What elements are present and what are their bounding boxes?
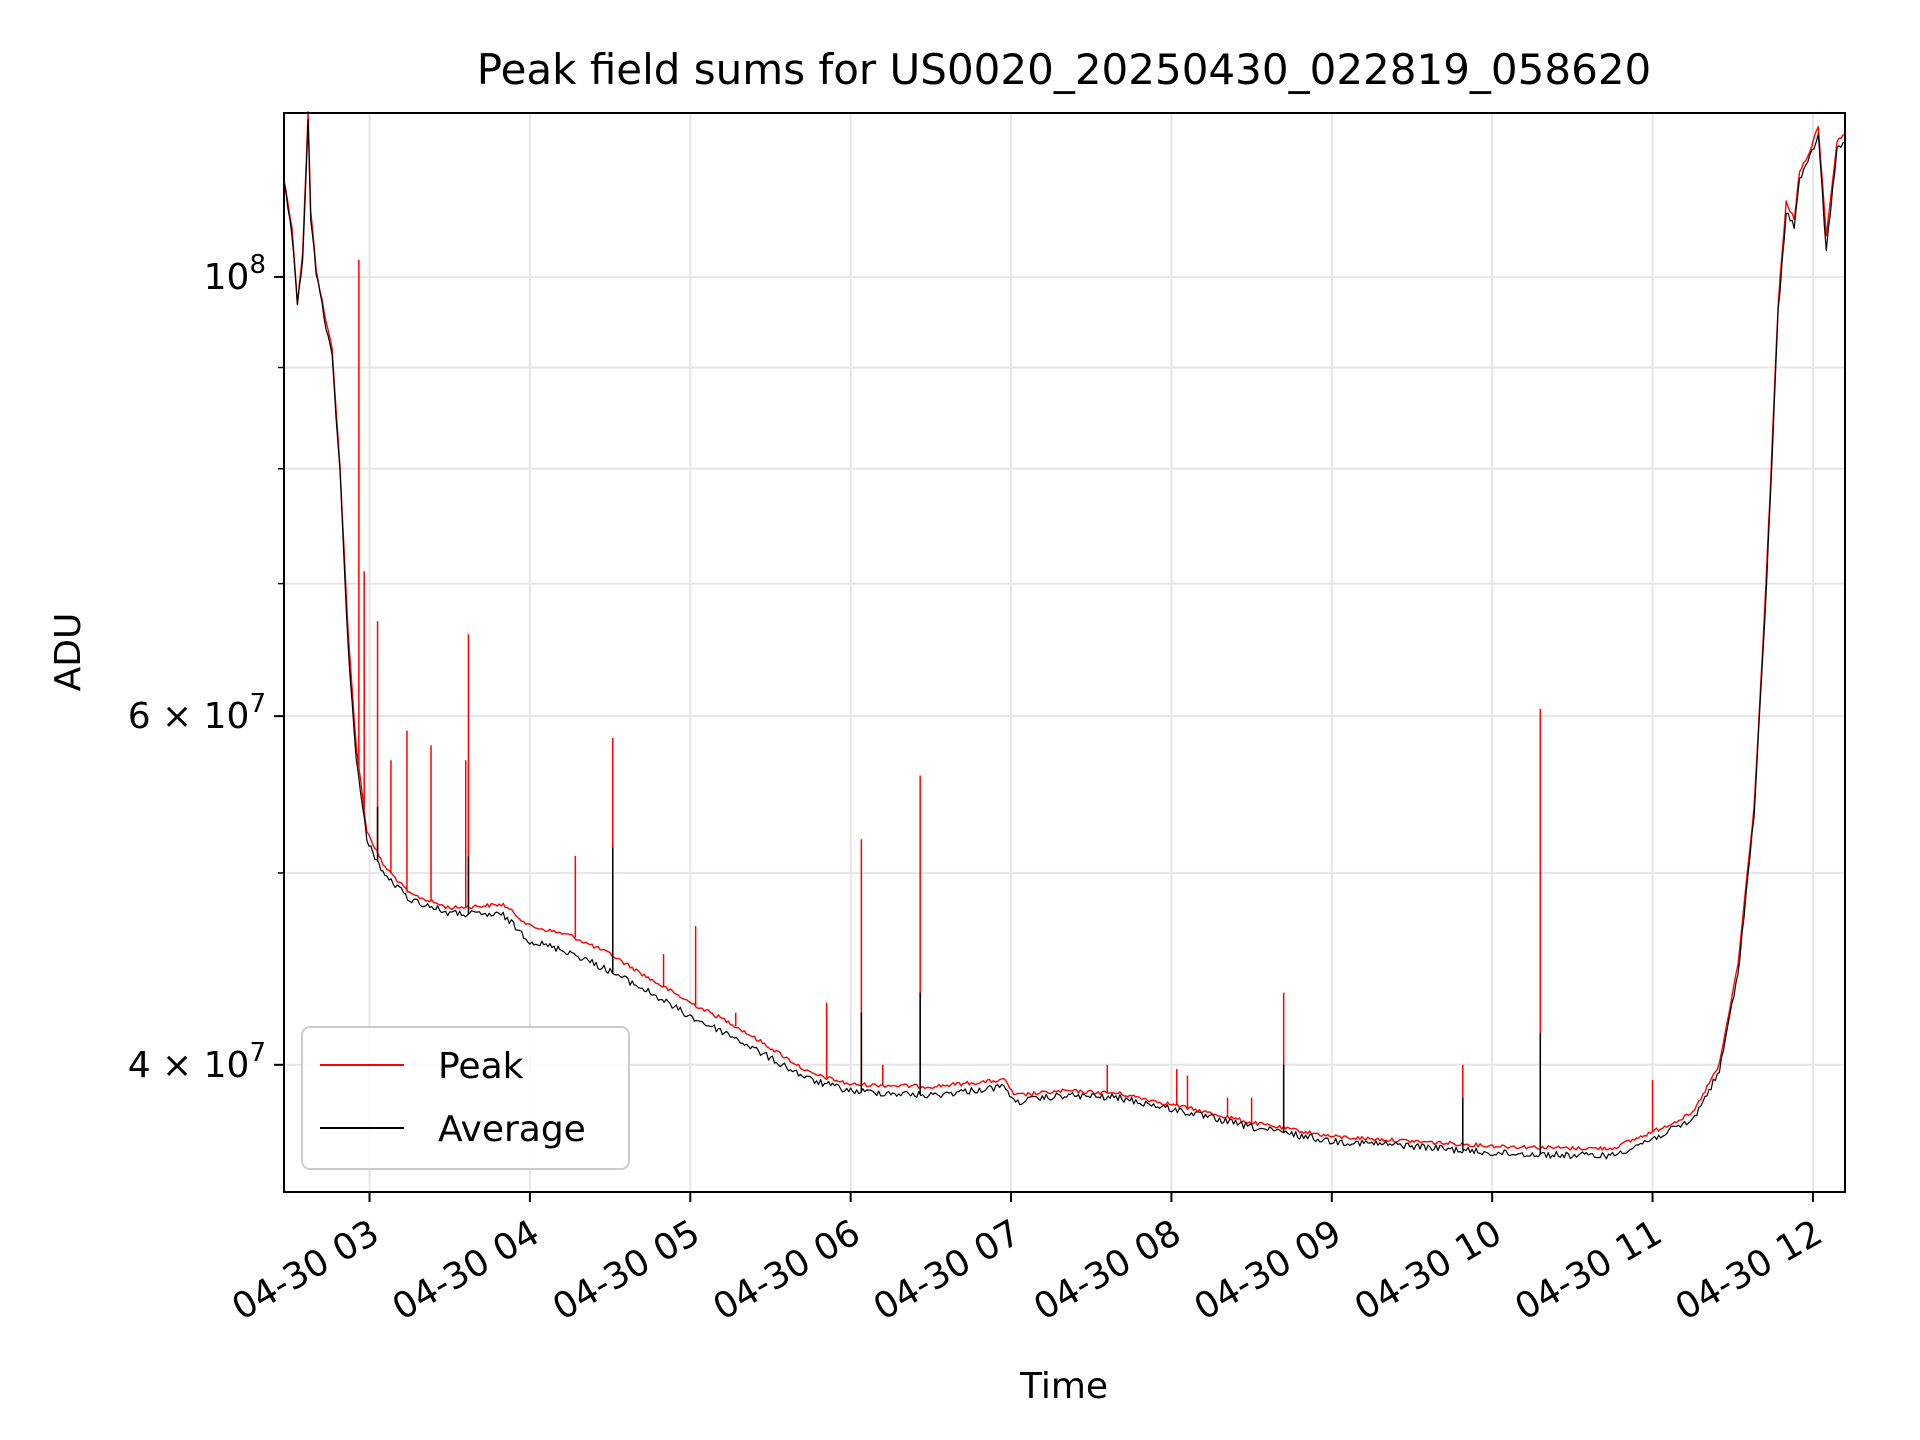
y-axis: 108 6 × 107 4 × 107 bbox=[128, 250, 284, 1086]
series-line-average bbox=[283, 119, 1846, 1160]
legend-label-average: Average bbox=[438, 1109, 586, 1150]
y-tick-label: 6 × 107 bbox=[128, 689, 266, 737]
y-tick-label: 4 × 107 bbox=[128, 1038, 266, 1086]
legend: Peak Average bbox=[301, 1026, 630, 1170]
series-layer bbox=[283, 111, 1846, 1160]
chart-title: Peak field sums for US0020_20250430_0228… bbox=[477, 45, 1652, 94]
grid bbox=[284, 113, 1845, 1192]
series-line-peak bbox=[283, 111, 1846, 1151]
plot-area-frame bbox=[283, 112, 1846, 1193]
legend-box bbox=[301, 1026, 630, 1170]
x-axis-label: Time bbox=[1019, 1366, 1108, 1407]
y-tick-label: 108 bbox=[204, 250, 266, 298]
legend-label-peak: Peak bbox=[438, 1046, 524, 1087]
y-axis-label: ADU bbox=[48, 613, 89, 692]
